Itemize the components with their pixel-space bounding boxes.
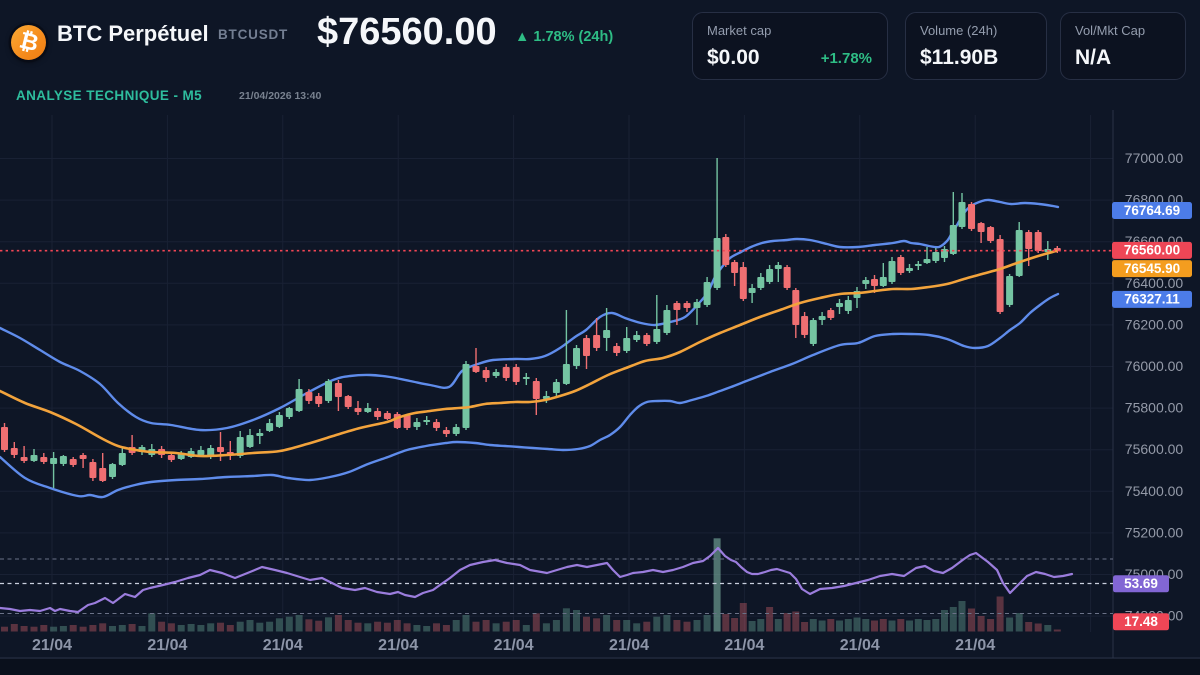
svg-text:76764.69: 76764.69: [1124, 203, 1180, 218]
svg-text:21/04: 21/04: [840, 637, 880, 654]
svg-text:75400.00: 75400.00: [1125, 483, 1184, 499]
svg-text:75800.00: 75800.00: [1125, 400, 1184, 416]
svg-text:21/04: 21/04: [724, 637, 764, 654]
svg-text:21/04: 21/04: [263, 637, 303, 654]
svg-text:21/04: 21/04: [609, 637, 649, 654]
svg-text:21/04: 21/04: [147, 637, 187, 654]
svg-text:75600.00: 75600.00: [1125, 441, 1184, 457]
svg-text:21/04: 21/04: [494, 637, 534, 654]
svg-text:21/04: 21/04: [955, 637, 995, 654]
svg-text:76327.11: 76327.11: [1124, 292, 1180, 307]
svg-text:76200.00: 76200.00: [1125, 316, 1184, 332]
svg-text:76545.90: 76545.90: [1124, 261, 1180, 276]
svg-text:77000.00: 77000.00: [1125, 150, 1184, 166]
svg-text:76000.00: 76000.00: [1125, 358, 1184, 374]
svg-text:76400.00: 76400.00: [1125, 275, 1184, 291]
svg-text:76560.00: 76560.00: [1124, 243, 1180, 258]
svg-text:53.69: 53.69: [1124, 576, 1158, 591]
svg-text:21/04: 21/04: [378, 637, 418, 654]
svg-text:75200.00: 75200.00: [1125, 524, 1184, 540]
svg-text:21/04: 21/04: [32, 637, 72, 654]
svg-text:17.48: 17.48: [1124, 614, 1158, 629]
